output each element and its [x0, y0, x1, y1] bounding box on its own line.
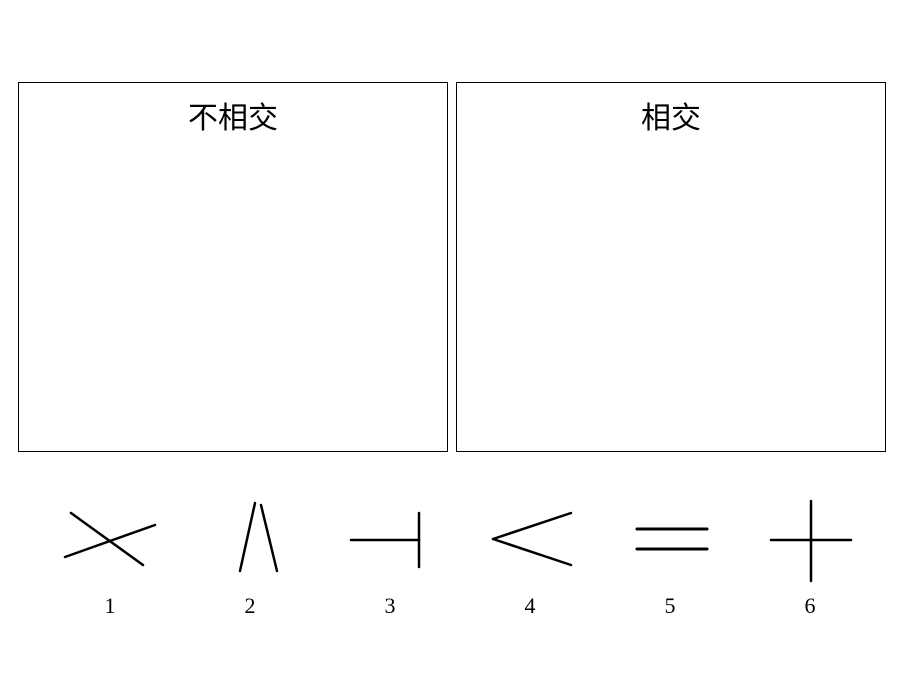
category-box-intersect: 相交	[456, 82, 886, 452]
figures-row: 1 2 3 4 5 6	[40, 495, 880, 635]
figure-6: 6	[755, 495, 865, 619]
category-title-no-intersect: 不相交	[19, 93, 447, 137]
category-boxes: 不相交 相交	[18, 82, 886, 452]
category-title-intersect: 相交	[457, 93, 885, 137]
figure-label: 4	[525, 593, 536, 619]
crossing-x-icon	[55, 495, 165, 585]
figure-1: 1	[55, 495, 165, 619]
figure-2: 2	[195, 495, 305, 619]
figure-label: 3	[385, 593, 396, 619]
category-box-no-intersect: 不相交	[18, 82, 448, 452]
figure-label: 5	[665, 593, 676, 619]
t-junction-icon	[335, 495, 445, 585]
open-v-icon	[195, 495, 305, 585]
figure-3: 3	[335, 495, 445, 619]
figure-label: 2	[245, 593, 256, 619]
plus-icon	[755, 495, 865, 585]
figure-label: 1	[105, 593, 116, 619]
figure-label: 6	[805, 593, 816, 619]
figure-4: 4	[475, 495, 585, 619]
angle-icon	[475, 495, 585, 585]
figure-5: 5	[615, 495, 725, 619]
parallel-icon	[615, 495, 725, 585]
